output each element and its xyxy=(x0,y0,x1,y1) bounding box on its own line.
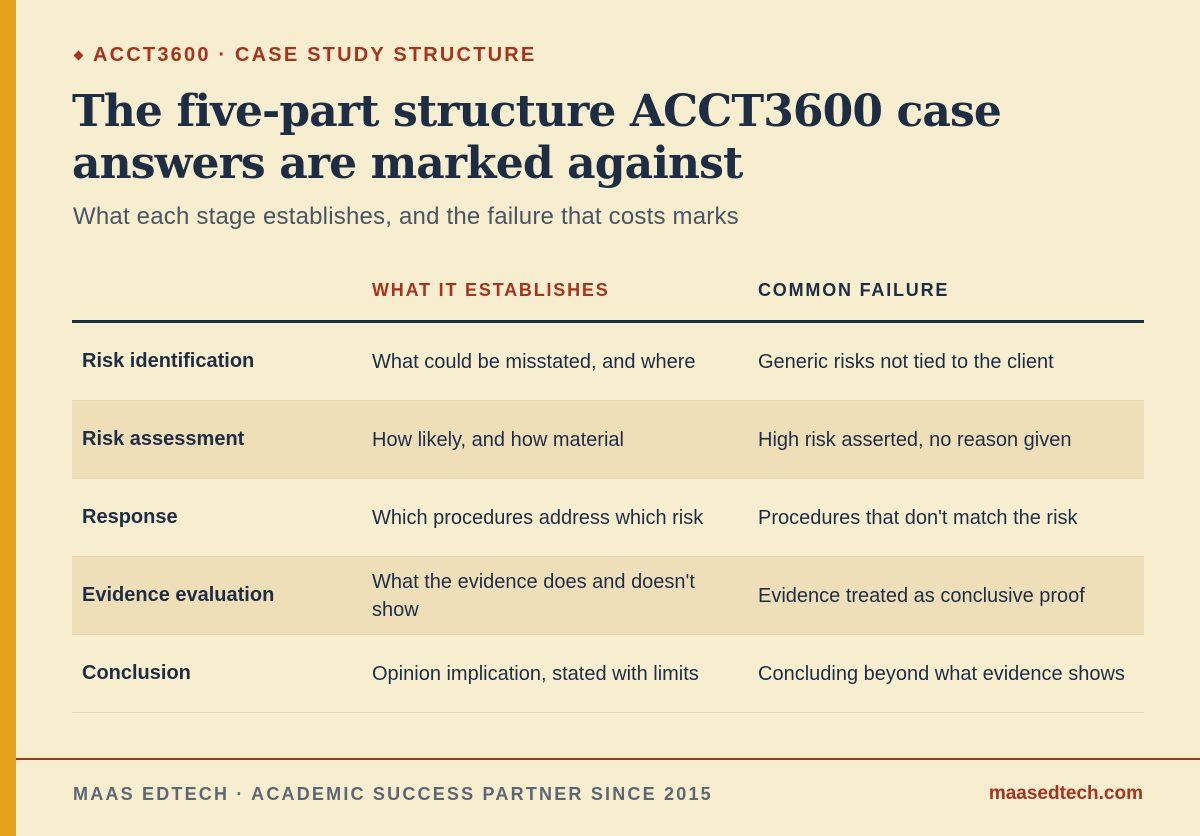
footer-brand: MAAS EDTECH · ACADEMIC SUCCESS PARTNER S… xyxy=(73,784,713,804)
stage-establishes: What the evidence does and doesn't show xyxy=(372,570,695,621)
stage-name: Conclusion xyxy=(82,662,191,684)
stage-name: Risk assessment xyxy=(82,428,245,450)
structure-table: WHAT IT ESTABLISHES COMMON FAILURE Risk … xyxy=(72,272,1144,713)
page-subtitle: What each stage establishes, and the fai… xyxy=(73,203,739,230)
table-header: WHAT IT ESTABLISHES COMMON FAILURE xyxy=(72,272,1144,323)
header-failure: COMMON FAILURE xyxy=(758,280,950,300)
page-title: The five-part structure ACCT3600 case an… xyxy=(72,86,1002,189)
stage-name: Response xyxy=(82,506,178,528)
stage-failure: Concluding beyond what evidence shows xyxy=(758,662,1125,685)
table-row: Evidence evaluation What the evidence do… xyxy=(72,557,1144,635)
stage-name: Risk identification xyxy=(82,350,255,372)
stage-name: Evidence evaluation xyxy=(82,584,275,606)
footer-divider xyxy=(16,758,1200,760)
header-stage xyxy=(72,272,372,280)
table-row: Risk assessment How likely, and how mate… xyxy=(72,401,1144,479)
accent-bar xyxy=(0,0,16,836)
stage-failure: High risk asserted, no reason given xyxy=(758,428,1072,451)
table-row: Response Which procedures address which … xyxy=(72,479,1144,557)
stage-failure: Procedures that don't match the risk xyxy=(758,506,1078,529)
stage-establishes: What could be misstated, and where xyxy=(372,350,696,373)
stage-establishes: How likely, and how material xyxy=(372,428,624,451)
diamond-icon xyxy=(73,50,84,61)
header-establishes: WHAT IT ESTABLISHES xyxy=(372,280,610,300)
stage-failure: Generic risks not tied to the client xyxy=(758,350,1054,373)
table-row: Conclusion Opinion implication, stated w… xyxy=(72,635,1144,713)
eyebrow-text: ACCT3600 · CASE STUDY STRUCTURE xyxy=(93,44,537,66)
footer-website-link[interactable]: maasedtech.com xyxy=(988,783,1143,804)
eyebrow: ACCT3600 · CASE STUDY STRUCTURE xyxy=(73,44,536,67)
stage-failure: Evidence treated as conclusive proof xyxy=(758,584,1085,607)
stage-establishes: Which procedures address which risk xyxy=(372,506,704,529)
stage-establishes: Opinion implication, stated with limits xyxy=(372,662,699,685)
table-row: Risk identification What could be missta… xyxy=(72,323,1144,401)
